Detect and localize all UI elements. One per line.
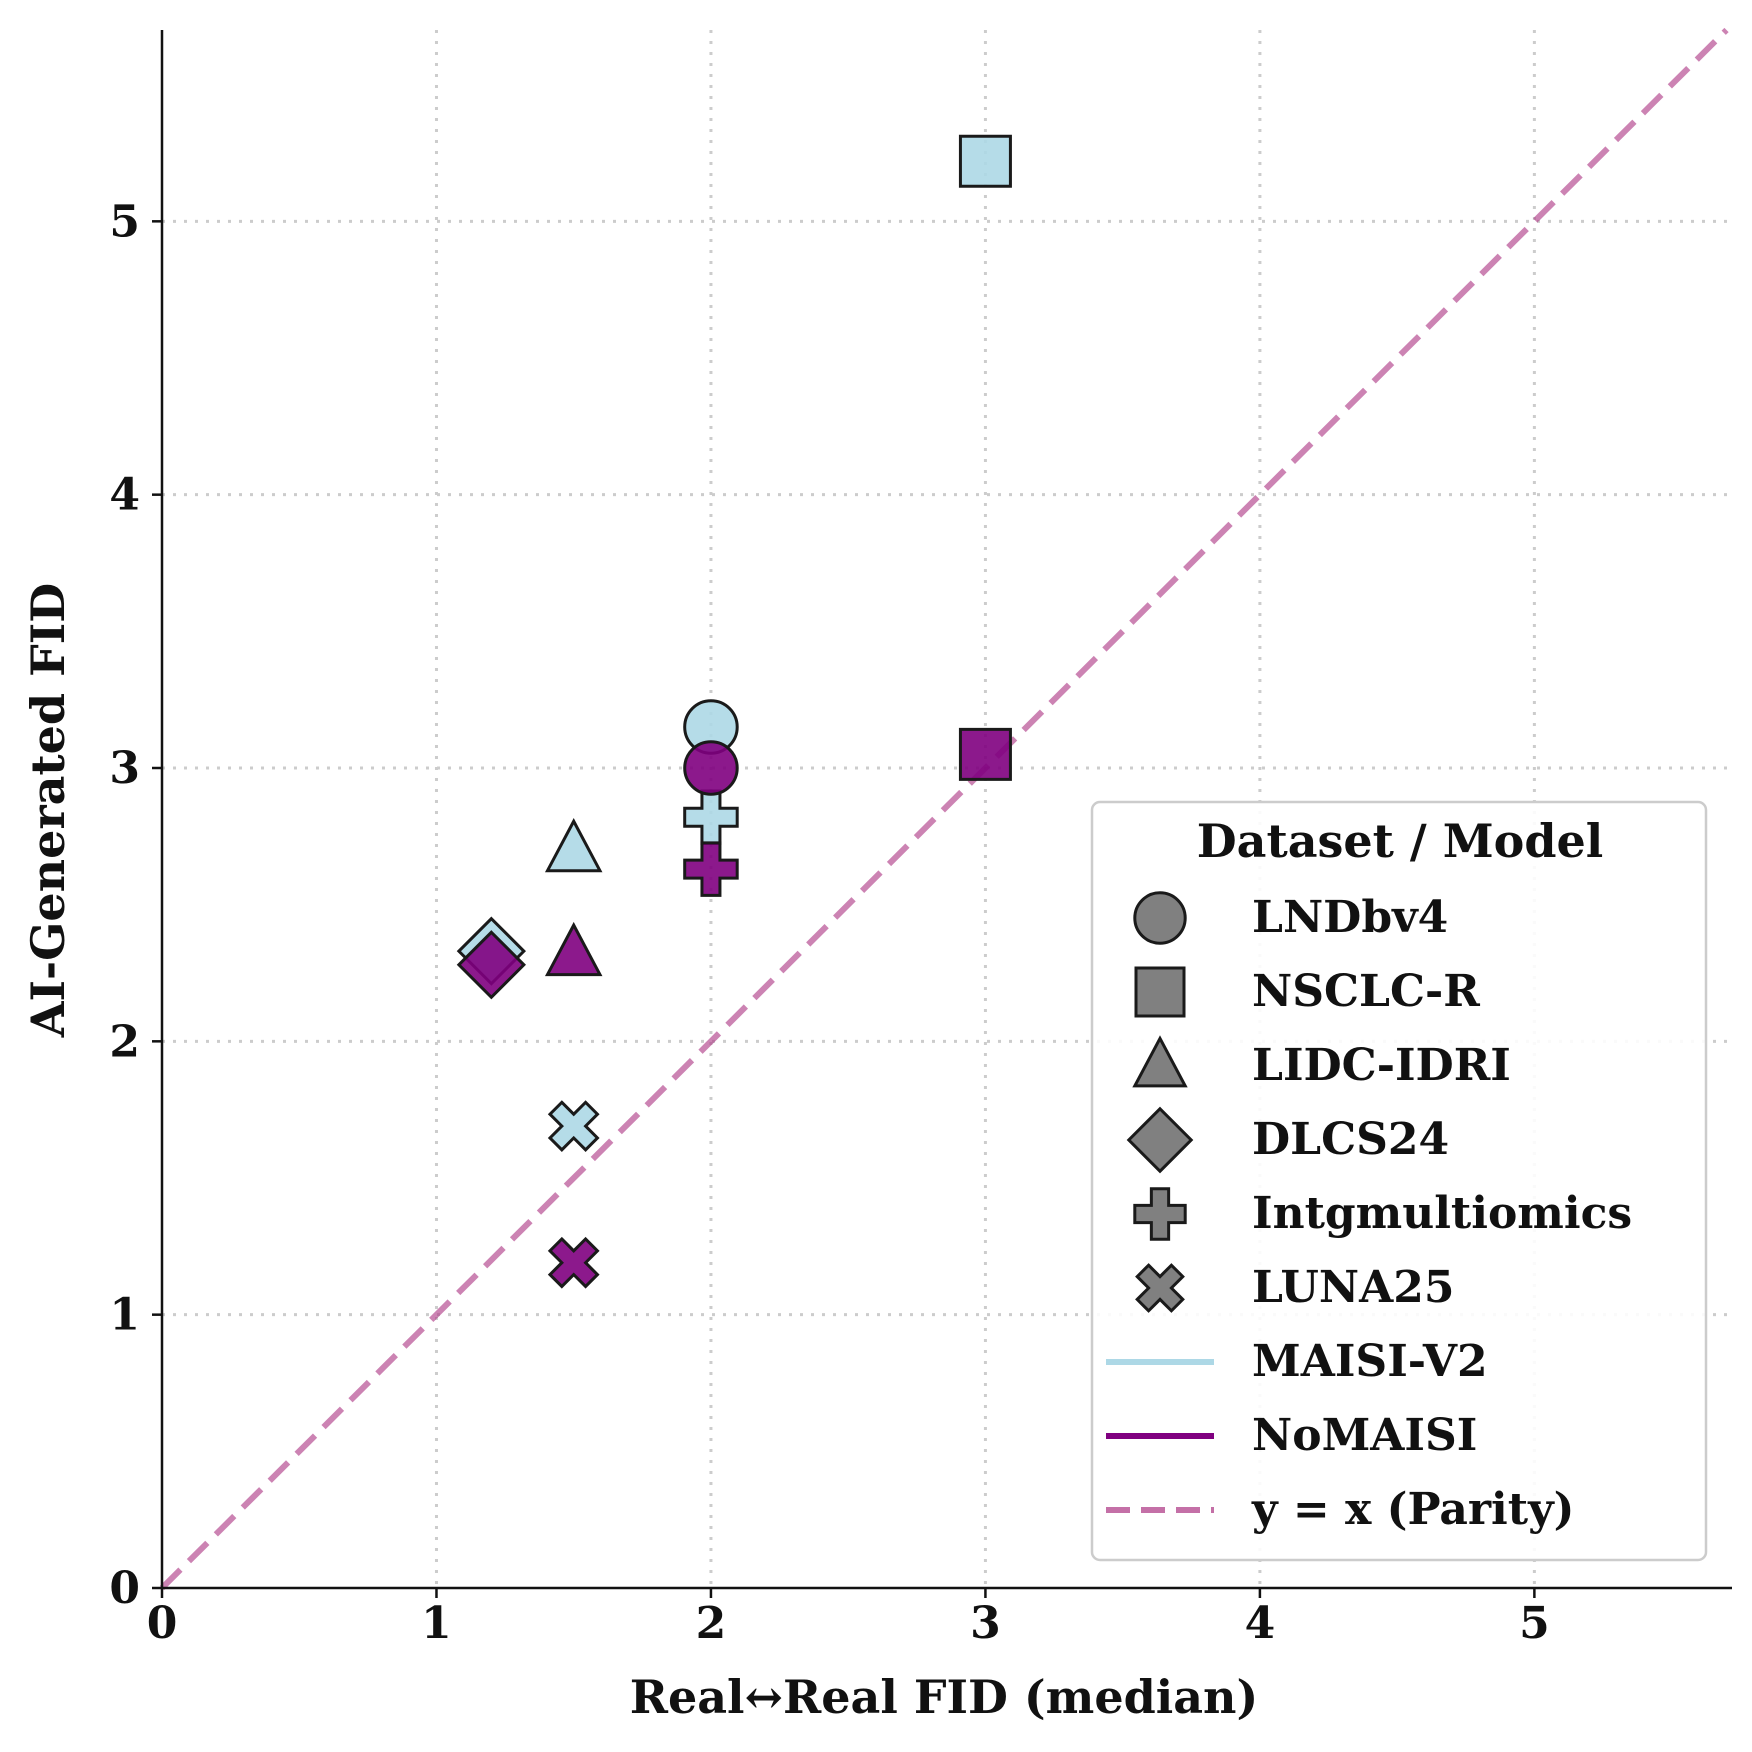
legend-label-nomaisi: NoMAISI — [1252, 1410, 1477, 1461]
point-maisi-v2-intgmultiomics — [683, 789, 739, 845]
point-nomaisi-lndbv4 — [683, 740, 739, 796]
legend-label-lndbv4: LNDbv4 — [1252, 892, 1448, 943]
legend-label-dlcs24: DLCS24 — [1252, 1114, 1449, 1165]
point-nomaisi-nsclc-r — [958, 727, 1012, 781]
point-nomaisi-luna25 — [547, 1236, 600, 1289]
data-points — [456, 134, 1012, 1289]
legend-frame — [1090, 800, 1708, 1562]
y-tick-label: 2 — [109, 1016, 140, 1067]
point-nomaisi-dlcs24 — [456, 930, 526, 1000]
legend-marker-nsclc-r — [1134, 966, 1186, 1018]
parity-line-layer — [159, 27, 1729, 1591]
legend-marker-lidc-idri — [1132, 1035, 1188, 1088]
y-tick-label: 4 — [109, 470, 140, 521]
point-nomaisi-intgmultiomics — [683, 841, 739, 897]
legend-label-luna25: LUNA25 — [1252, 1262, 1455, 1313]
legend-items: LNDbv4 NSCLC-R LIDC-IDRI DLCS24 Intgmultiomi… — [1106, 891, 1632, 1535]
y-tick-label: 3 — [109, 743, 140, 794]
x-tick-label: 5 — [1519, 1598, 1550, 1649]
legend-marker-luna25 — [1135, 1263, 1185, 1313]
x-tick-label: 4 — [1245, 1598, 1276, 1649]
point-maisi-v2-lidc-idri — [544, 818, 603, 873]
legend-label-maisi-v2: MAISI-V2 — [1252, 1336, 1488, 1387]
point-maisi-v2-nsclc-r — [958, 134, 1012, 188]
legend-marker-lndbv4 — [1133, 891, 1187, 945]
legend-label-lidc-idri: LIDC-IDRI — [1252, 1040, 1511, 1091]
legend: Dataset / Model LNDbv4 NSCLC-R LIDC-IDRI DL… — [1090, 800, 1708, 1562]
point-nomaisi-lidc-idri — [544, 921, 603, 977]
x-tick-label: 1 — [421, 1598, 452, 1649]
legend-marker-intgmultiomics — [1133, 1187, 1187, 1241]
y-tick-label: 1 — [109, 1290, 140, 1341]
legend-title: Dataset / Model — [1197, 814, 1604, 868]
x-tick-label: 3 — [970, 1598, 1001, 1649]
axes — [160, 30, 1732, 1590]
legend-label-parity: y = x (Parity) — [1251, 1484, 1574, 1535]
x-tick-label: 2 — [696, 1598, 727, 1649]
parity-line — [159, 27, 1729, 1591]
legend-label-nsclc-r: NSCLC-R — [1252, 966, 1480, 1017]
y-tick-label: 5 — [109, 196, 140, 247]
point-maisi-v2-luna25 — [547, 1100, 600, 1152]
y-axis-label: AI-Generated FID — [21, 583, 75, 1038]
x-axis-label: Real↔Real FID (median) — [630, 1670, 1259, 1724]
x-tick-label: 0 — [147, 1598, 178, 1649]
tick-labels: 0 1 2 3 4 5 0 1 2 3 4 5 — [109, 196, 1549, 1649]
y-tick-label: 0 — [109, 1563, 140, 1614]
legend-marker-dlcs24 — [1126, 1106, 1194, 1174]
legend-label-intgmultiomics: Intgmultiomics — [1252, 1188, 1632, 1239]
